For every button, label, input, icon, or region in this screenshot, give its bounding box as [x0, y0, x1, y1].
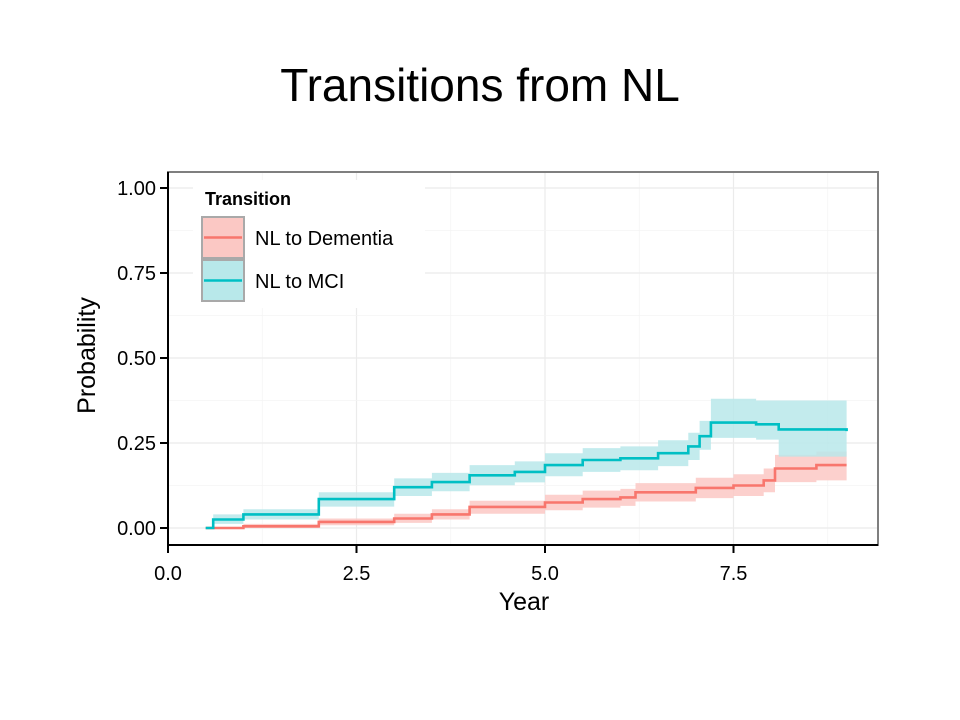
legend: Transition NL to Dementia NL to MCI — [193, 180, 425, 308]
x-tick-label: 5.0 — [531, 563, 559, 585]
x-tick-label: 0.0 — [154, 563, 182, 585]
legend-label: NL to Dementia — [255, 228, 394, 250]
legend-label: NL to MCI — [255, 271, 344, 293]
y-tick-label: 1.00 — [117, 178, 156, 200]
slide-title: Transitions from NL — [280, 59, 680, 111]
confidence-band — [205, 451, 847, 528]
y-tick-label: 0.25 — [117, 433, 156, 455]
series-lines — [205, 421, 848, 530]
y-tick-label: 0.75 — [117, 263, 156, 285]
series-line — [205, 463, 847, 530]
y-tick-label: 0.00 — [117, 518, 156, 540]
series-line — [205, 421, 848, 530]
x-tick-label: 7.5 — [720, 563, 748, 585]
confidence-bands — [205, 398, 847, 528]
x-tick-label: 2.5 — [343, 563, 371, 585]
y-axis-title: Probability — [73, 297, 101, 414]
confidence-band — [205, 398, 847, 528]
x-axis-title: Year — [499, 588, 550, 616]
legend-title: Transition — [205, 189, 291, 209]
y-tick-label: 0.50 — [117, 348, 156, 370]
grid — [167, 172, 878, 545]
axes: 0.00 0.25 0.50 0.75 1.00 0.0 2.5 5.0 7.5 — [117, 172, 878, 585]
